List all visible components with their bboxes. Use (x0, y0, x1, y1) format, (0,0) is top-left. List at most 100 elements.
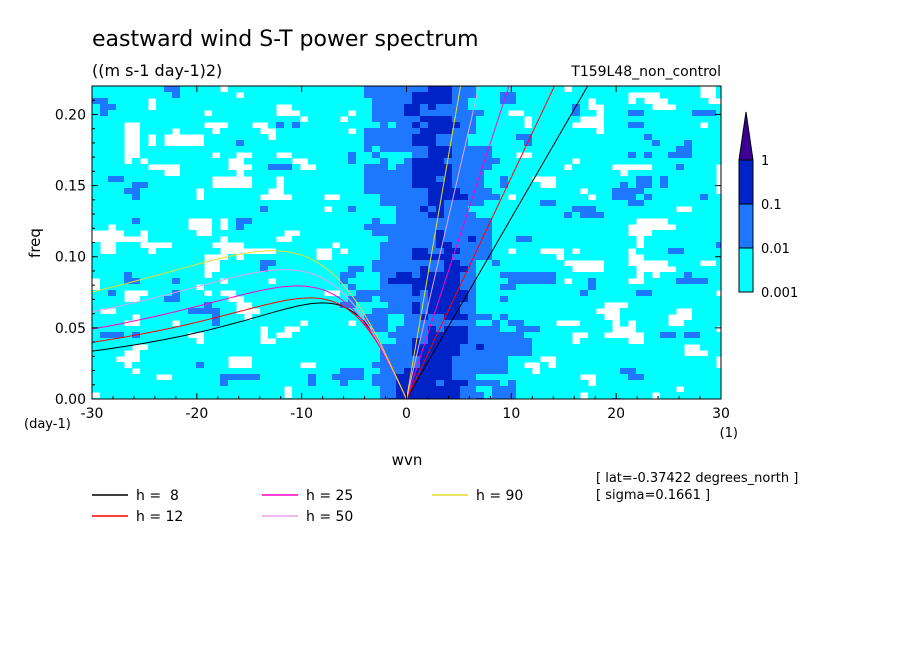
spectrum-cell (476, 344, 485, 351)
spectrum-cell (92, 134, 101, 141)
spectrum-cell (332, 386, 341, 393)
spectrum-cell (524, 386, 533, 393)
spectrum-cell (612, 98, 621, 105)
spectrum-cell (644, 284, 653, 291)
spectrum-cell (396, 290, 405, 297)
spectrum-cell (596, 392, 605, 399)
spectrum-cell (492, 266, 501, 273)
spectrum-cell (140, 266, 149, 273)
spectrum-cell (180, 320, 189, 327)
spectrum-cell (188, 290, 197, 297)
spectrum-cell (380, 206, 389, 213)
spectrum-cell (412, 212, 421, 219)
spectrum-cell (380, 362, 389, 369)
spectrum-cell (116, 380, 125, 387)
spectrum-cell (716, 122, 721, 129)
spectrum-cell (580, 98, 589, 105)
spectrum-cell (708, 284, 717, 291)
spectrum-cell (204, 380, 213, 387)
spectrum-cell (708, 344, 717, 351)
spectrum-cell (596, 314, 605, 321)
spectrum-cell (484, 164, 493, 171)
spectrum-cell (332, 338, 341, 345)
spectrum-cell (452, 362, 461, 369)
spectrum-cell (564, 350, 573, 357)
spectrum-cell (532, 380, 541, 387)
spectrum-cell (388, 320, 397, 327)
spectrum-cell (676, 200, 685, 207)
spectrum-cell (716, 320, 721, 327)
spectrum-cell (244, 272, 253, 279)
spectrum-cell (716, 374, 721, 381)
spectrum-cell (372, 170, 381, 177)
spectrum-cell (500, 356, 509, 363)
spectrum-cell (100, 86, 109, 93)
x-tick-label: 0 (402, 406, 411, 422)
spectrum-cell (204, 116, 213, 123)
spectrum-cell (284, 278, 293, 285)
spectrum-cell (476, 278, 485, 285)
spectrum-cell (628, 86, 637, 93)
spectrum-cell (580, 170, 589, 177)
chart-title: eastward wind S-T power spectrum (92, 27, 479, 52)
spectrum-cell (556, 176, 565, 183)
spectrum-cell (556, 98, 565, 105)
spectrum-cell (452, 194, 461, 201)
spectrum-cell (484, 308, 493, 315)
spectrum-cell (244, 296, 253, 303)
spectrum-cell (412, 194, 421, 201)
spectrum-cell (452, 188, 461, 195)
spectrum-cell (708, 170, 717, 177)
spectrum-cell (588, 182, 597, 189)
spectrum-cell (372, 122, 381, 129)
spectrum-cell (708, 338, 717, 345)
spectrum-cell (540, 266, 549, 273)
spectrum-cell (340, 308, 349, 315)
spectrum-cell (276, 200, 285, 207)
spectrum-cell (684, 332, 693, 339)
spectrum-cell (108, 104, 117, 111)
spectrum-cell (268, 272, 277, 279)
spectrum-cell (308, 146, 317, 153)
spectrum-cell (388, 242, 397, 249)
spectrum-cell (532, 188, 541, 195)
spectrum-cell (700, 218, 709, 225)
spectrum-cell (580, 182, 589, 189)
spectrum-cell (132, 338, 141, 345)
spectrum-cell (572, 146, 581, 153)
spectrum-cell (244, 320, 253, 327)
spectrum-cell (284, 302, 293, 309)
spectrum-cell (572, 356, 581, 363)
spectrum-cell (436, 344, 445, 351)
spectrum-cell (316, 326, 325, 333)
spectrum-cell (564, 182, 573, 189)
spectrum-cell (252, 266, 261, 273)
spectrum-cell (116, 86, 125, 93)
spectrum-cell (620, 134, 629, 141)
spectrum-cell (612, 236, 621, 243)
spectrum-cell (516, 344, 525, 351)
spectrum-cell (444, 254, 453, 261)
spectrum-cell (612, 368, 621, 375)
spectrum-cell (676, 242, 685, 249)
spectrum-cell (612, 386, 621, 393)
spectrum-cell (588, 224, 597, 231)
spectrum-cell (220, 368, 229, 375)
spectrum-cell (660, 386, 669, 393)
spectrum-cell (284, 170, 293, 177)
spectrum-cell (420, 218, 429, 225)
spectrum-cell (460, 350, 469, 357)
spectrum-cell (340, 272, 349, 279)
spectrum-cell (332, 212, 341, 219)
spectrum-cell (108, 110, 117, 117)
spectrum-cell (132, 272, 141, 279)
spectrum-cell (660, 308, 669, 315)
spectrum-cell (372, 92, 381, 99)
spectrum-cell (452, 158, 461, 165)
spectrum-cell (588, 140, 597, 147)
spectrum-cell (100, 152, 109, 159)
spectrum-cell (132, 266, 141, 273)
spectrum-cell (356, 128, 365, 135)
spectrum-cell (380, 380, 389, 387)
spectrum-cell (196, 86, 205, 93)
